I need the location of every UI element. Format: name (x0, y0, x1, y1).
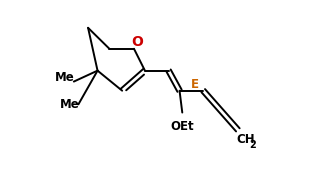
Text: O: O (131, 35, 143, 49)
Text: Me: Me (60, 98, 79, 111)
Text: OEt: OEt (170, 120, 194, 133)
Text: CH: CH (236, 133, 255, 146)
Text: Me: Me (55, 70, 75, 83)
Text: 2: 2 (249, 140, 256, 150)
Text: E: E (191, 78, 199, 91)
